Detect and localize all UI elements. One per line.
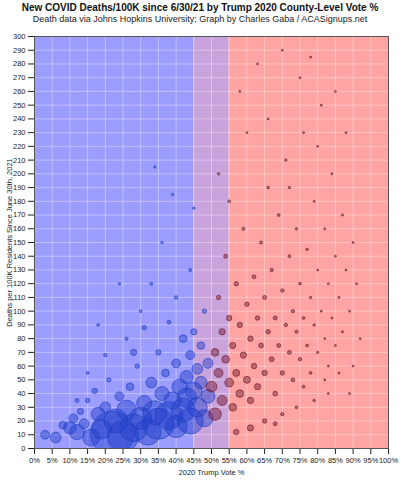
svg-text:25%: 25%	[115, 456, 130, 465]
svg-text:0%: 0%	[29, 456, 40, 465]
svg-text:180: 180	[13, 197, 26, 206]
svg-text:50: 50	[17, 375, 25, 384]
svg-text:15%: 15%	[80, 456, 95, 465]
svg-text:250: 250	[13, 101, 26, 110]
svg-text:60: 60	[17, 362, 25, 371]
svg-text:190: 190	[13, 183, 26, 192]
svg-text:280: 280	[13, 59, 26, 68]
svg-text:80%: 80%	[310, 456, 325, 465]
svg-text:160: 160	[13, 224, 26, 233]
svg-text:170: 170	[13, 210, 26, 219]
svg-text:75%: 75%	[292, 456, 307, 465]
svg-text:30%: 30%	[133, 456, 148, 465]
svg-text:100%: 100%	[379, 456, 399, 465]
svg-text:80: 80	[17, 334, 25, 343]
svg-text:5%: 5%	[47, 456, 58, 465]
svg-text:90%: 90%	[346, 456, 361, 465]
svg-text:30: 30	[17, 403, 25, 412]
svg-text:20%: 20%	[98, 456, 113, 465]
svg-text:85%: 85%	[328, 456, 343, 465]
svg-text:70: 70	[17, 348, 25, 357]
svg-text:210: 210	[13, 156, 26, 165]
svg-text:100: 100	[13, 307, 26, 316]
svg-text:260: 260	[13, 87, 26, 96]
svg-text:110: 110	[14, 293, 26, 302]
svg-text:90: 90	[17, 320, 25, 329]
svg-text:70%: 70%	[275, 456, 290, 465]
svg-text:0: 0	[21, 444, 25, 453]
svg-text:10%: 10%	[62, 456, 77, 465]
svg-text:55%: 55%	[222, 456, 237, 465]
svg-text:45%: 45%	[186, 456, 201, 465]
html-text:Death data via Johns Hopkins U: Death data via Johns Hopkins University;…	[32, 14, 368, 24]
svg-text:270: 270	[13, 73, 26, 82]
svg-text:50%: 50%	[204, 456, 219, 465]
svg-text:Deaths per 100K Residents Sinc: Deaths per 100K Residents Since June 30t…	[5, 158, 14, 326]
svg-text:2020 Trump Vote %: 2020 Trump Vote %	[179, 468, 245, 477]
svg-text:120: 120	[13, 279, 26, 288]
svg-text:240: 240	[13, 114, 26, 123]
svg-text:200: 200	[13, 169, 26, 178]
svg-text:40%: 40%	[169, 456, 184, 465]
svg-text:35%: 35%	[151, 456, 166, 465]
html-text:New COVID Deaths/100K since 6/: New COVID Deaths/100K since 6/30/21 by T…	[21, 2, 379, 13]
svg-text:10: 10	[17, 430, 25, 439]
svg-text:60%: 60%	[239, 456, 254, 465]
svg-text:150: 150	[13, 238, 26, 247]
svg-text:140: 140	[13, 252, 26, 261]
svg-text:40: 40	[17, 389, 25, 398]
svg-text:290: 290	[13, 46, 26, 55]
svg-text:65%: 65%	[257, 456, 272, 465]
svg-text:230: 230	[13, 128, 26, 137]
svg-text:95%: 95%	[363, 456, 378, 465]
svg-text:220: 220	[13, 142, 26, 151]
svg-text:130: 130	[13, 265, 26, 274]
svg-text:20: 20	[17, 416, 25, 425]
svg-text:300: 300	[13, 32, 26, 41]
